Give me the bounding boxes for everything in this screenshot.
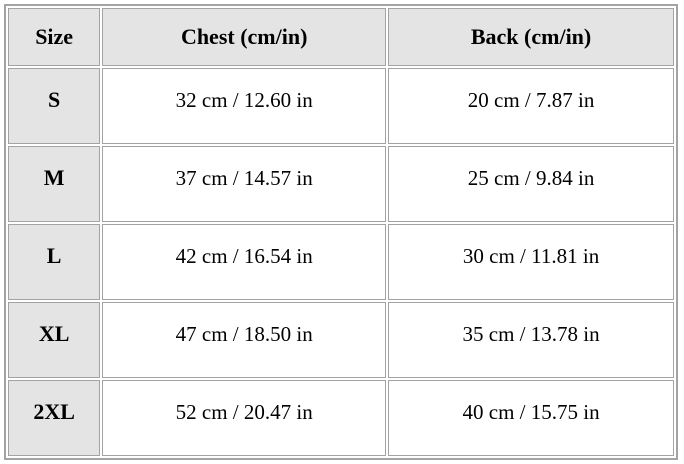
- table-row: 2XL 52 cm / 20.47 in 40 cm / 15.75 in: [8, 380, 674, 456]
- chest-cell: 32 cm / 12.60 in: [102, 68, 387, 144]
- column-header-back: Back (cm/in): [388, 8, 674, 66]
- back-cell: 30 cm / 11.81 in: [388, 224, 674, 300]
- back-cell: 25 cm / 9.84 in: [388, 146, 674, 222]
- column-header-chest: Chest (cm/in): [102, 8, 387, 66]
- size-cell: XL: [8, 302, 101, 378]
- column-header-size: Size: [8, 8, 101, 66]
- size-cell: M: [8, 146, 101, 222]
- back-cell: 35 cm / 13.78 in: [388, 302, 674, 378]
- chest-cell: 47 cm / 18.50 in: [102, 302, 387, 378]
- back-cell: 20 cm / 7.87 in: [388, 68, 674, 144]
- chest-cell: 52 cm / 20.47 in: [102, 380, 387, 456]
- back-cell: 40 cm / 15.75 in: [388, 380, 674, 456]
- table-row: L 42 cm / 16.54 in 30 cm / 11.81 in: [8, 224, 674, 300]
- table-row: XL 47 cm / 18.50 in 35 cm / 13.78 in: [8, 302, 674, 378]
- header-row: Size Chest (cm/in) Back (cm/in): [8, 8, 674, 66]
- table-row: S 32 cm / 12.60 in 20 cm / 7.87 in: [8, 68, 674, 144]
- chest-cell: 37 cm / 14.57 in: [102, 146, 387, 222]
- size-chart-table: Size Chest (cm/in) Back (cm/in) S 32 cm …: [4, 4, 678, 460]
- size-cell: 2XL: [8, 380, 101, 456]
- size-cell: L: [8, 224, 101, 300]
- table-row: M 37 cm / 14.57 in 25 cm / 9.84 in: [8, 146, 674, 222]
- chest-cell: 42 cm / 16.54 in: [102, 224, 387, 300]
- size-cell: S: [8, 68, 101, 144]
